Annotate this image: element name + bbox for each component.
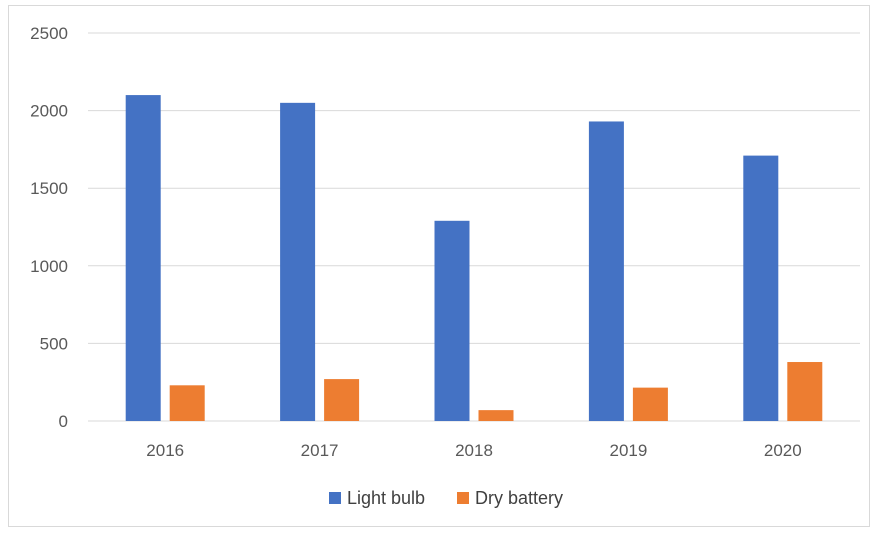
y-tick-label: 2500 [30, 24, 68, 43]
legend-swatch-dry-battery [457, 492, 469, 504]
x-axis-tick-labels: 2016 2017 2018 2019 2020 [146, 441, 801, 460]
y-tick-label: 1500 [30, 179, 68, 198]
legend-label: Dry battery [475, 488, 563, 508]
x-tick-label: 2019 [609, 441, 647, 460]
bar-light-bulb-2017 [280, 102, 316, 421]
bar-dry-battery-2020 [787, 362, 823, 421]
legend-label: Light bulb [347, 488, 425, 508]
y-axis-tick-labels: 0 500 1000 1500 2000 2500 [30, 24, 68, 431]
bar-dry-battery-2017 [324, 379, 360, 421]
bar-light-bulb-2019 [588, 121, 624, 422]
y-tick-label: 2000 [30, 102, 68, 121]
bar-light-bulb-2016 [125, 95, 161, 421]
x-tick-label: 2016 [146, 441, 184, 460]
bar-dry-battery-2019 [632, 387, 668, 421]
bar-dry-battery-2016 [169, 385, 205, 421]
legend: Light bulb Dry battery [329, 488, 563, 508]
x-tick-label: 2017 [301, 441, 339, 460]
bar-light-bulb-2018 [434, 220, 470, 421]
y-tick-label: 500 [40, 334, 68, 353]
bar-light-bulb-2020 [743, 155, 779, 421]
x-tick-label: 2020 [764, 441, 802, 460]
y-tick-label: 0 [59, 412, 68, 431]
bars [125, 95, 823, 422]
gridlines [88, 32, 860, 422]
legend-swatch-light-bulb [329, 492, 341, 504]
y-tick-label: 1000 [30, 257, 68, 276]
x-tick-label: 2018 [455, 441, 493, 460]
bar-dry-battery-2018 [478, 410, 514, 421]
